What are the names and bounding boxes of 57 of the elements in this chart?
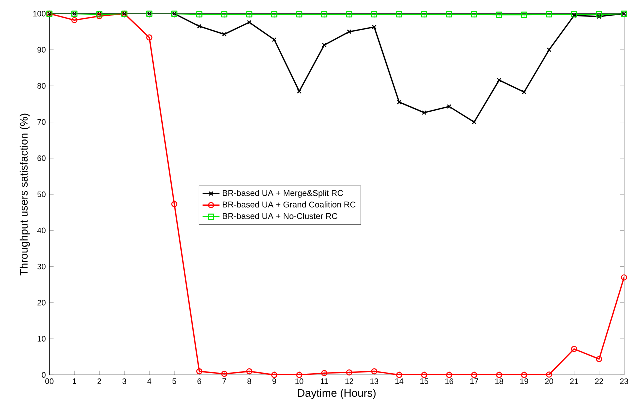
point — [271, 12, 278, 18]
y-axis-title: Throughput users satisfaction (%) — [20, 114, 30, 276]
point — [597, 14, 602, 20]
point — [496, 12, 502, 18]
point — [421, 372, 428, 378]
point — [246, 12, 253, 18]
point — [547, 48, 552, 52]
point — [447, 104, 452, 110]
point — [321, 370, 328, 376]
point — [171, 201, 178, 208]
point — [196, 368, 203, 375]
point — [471, 372, 478, 378]
point — [272, 38, 277, 42]
point — [571, 346, 578, 352]
point — [72, 17, 78, 24]
x-axis-title: Daytime (Hours) — [298, 389, 376, 400]
point — [421, 12, 428, 18]
point — [221, 12, 228, 18]
point — [546, 372, 552, 378]
point — [346, 12, 353, 18]
point — [546, 12, 552, 18]
point — [221, 371, 228, 378]
point — [247, 20, 252, 25]
point — [196, 12, 203, 18]
point — [521, 12, 528, 18]
point — [297, 89, 302, 94]
point — [372, 25, 377, 30]
point — [222, 32, 227, 37]
point — [197, 24, 202, 29]
point — [146, 34, 153, 41]
point — [371, 12, 378, 18]
point — [496, 372, 502, 378]
point — [497, 78, 502, 83]
point — [446, 372, 452, 378]
point — [472, 120, 477, 125]
point — [446, 12, 452, 18]
point — [296, 12, 303, 18]
point — [296, 372, 303, 378]
point — [396, 12, 402, 18]
point — [521, 372, 528, 378]
point — [522, 90, 527, 95]
point — [246, 368, 253, 375]
point — [321, 12, 328, 18]
legend-label: BR-based UA + No-Cluster RC — [223, 213, 338, 220]
point — [422, 110, 427, 116]
point — [322, 43, 327, 48]
point — [596, 12, 602, 18]
legend-label: BR-based UA + Merge&Split RC — [223, 190, 344, 198]
point — [347, 30, 352, 34]
point — [596, 356, 602, 362]
point — [346, 370, 353, 376]
point — [271, 372, 278, 378]
point — [471, 12, 478, 18]
point — [371, 368, 378, 375]
legend-label: BR-based UA + Grand Coalition RC — [223, 202, 356, 208]
point — [397, 100, 402, 105]
point — [396, 372, 402, 378]
